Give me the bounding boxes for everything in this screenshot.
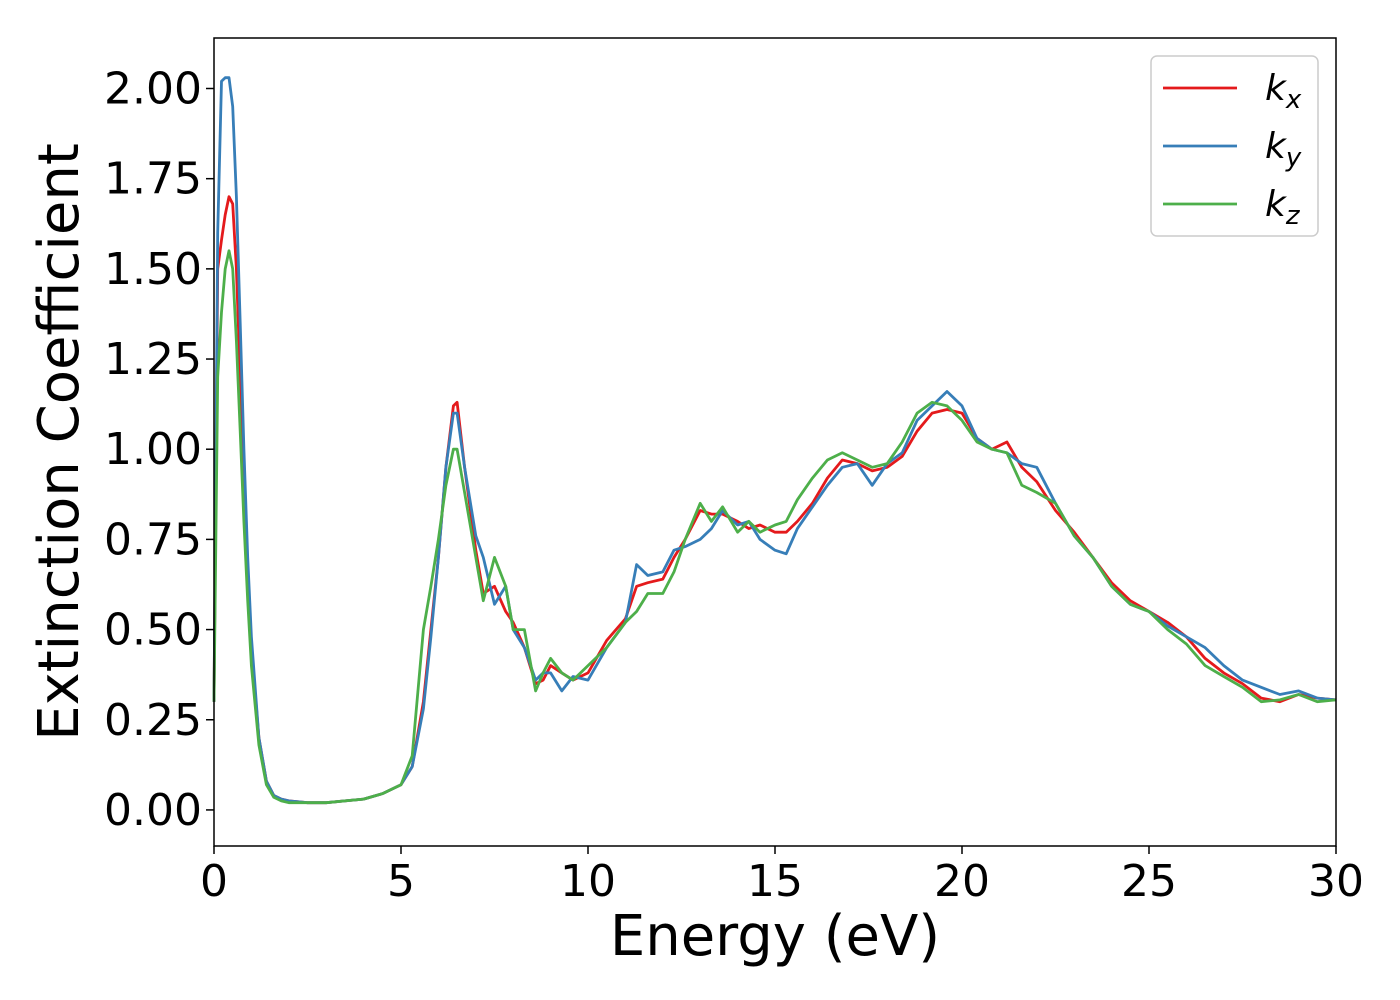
y-tick-label: 0.50 bbox=[104, 605, 202, 656]
y-tick-label: 1.75 bbox=[104, 154, 202, 205]
legend-label-kz: kz bbox=[1265, 184, 1301, 231]
x-tick-label: 10 bbox=[560, 856, 616, 907]
legend-subscript: y bbox=[1285, 143, 1302, 173]
x-axis-label: Energy (eV) bbox=[610, 904, 940, 969]
legend-subscript: z bbox=[1285, 201, 1301, 231]
x-tick-label: 30 bbox=[1308, 856, 1364, 907]
y-axis-label: Extinction Coefficient bbox=[27, 143, 92, 741]
series-layer bbox=[212, 76, 1337, 805]
y-axis-ticks: 0.00 0.25 0.50 0.75 1.00 1.25 1.50 1.75 2.00 bbox=[104, 64, 214, 836]
series-line-kz bbox=[212, 249, 1337, 805]
y-tick-label: 1.50 bbox=[104, 244, 202, 295]
x-tick-label: 15 bbox=[747, 856, 803, 907]
y-tick-label: 0.75 bbox=[104, 514, 202, 565]
x-tick-label: 0 bbox=[200, 856, 228, 907]
y-tick-label: 2.00 bbox=[104, 64, 202, 115]
x-tick-label: 25 bbox=[1121, 856, 1177, 907]
legend-label-kx: kx bbox=[1265, 68, 1302, 115]
legend-symbol: k bbox=[1265, 68, 1288, 109]
legend-label-ky: ky bbox=[1265, 126, 1302, 173]
y-tick-label: 0.25 bbox=[104, 695, 202, 746]
legend-symbol: k bbox=[1265, 184, 1288, 225]
x-axis-ticks: 0 5 10 15 20 25 30 bbox=[200, 846, 1364, 907]
y-tick-label: 0.00 bbox=[104, 785, 202, 836]
series-line-kx bbox=[212, 195, 1337, 805]
y-tick-label: 1.25 bbox=[104, 334, 202, 385]
x-tick-label: 5 bbox=[387, 856, 415, 907]
x-tick-label: 20 bbox=[934, 856, 990, 907]
y-tick-label: 1.00 bbox=[104, 424, 202, 475]
legend-symbol: k bbox=[1265, 126, 1288, 167]
legend-subscript: x bbox=[1285, 85, 1302, 115]
